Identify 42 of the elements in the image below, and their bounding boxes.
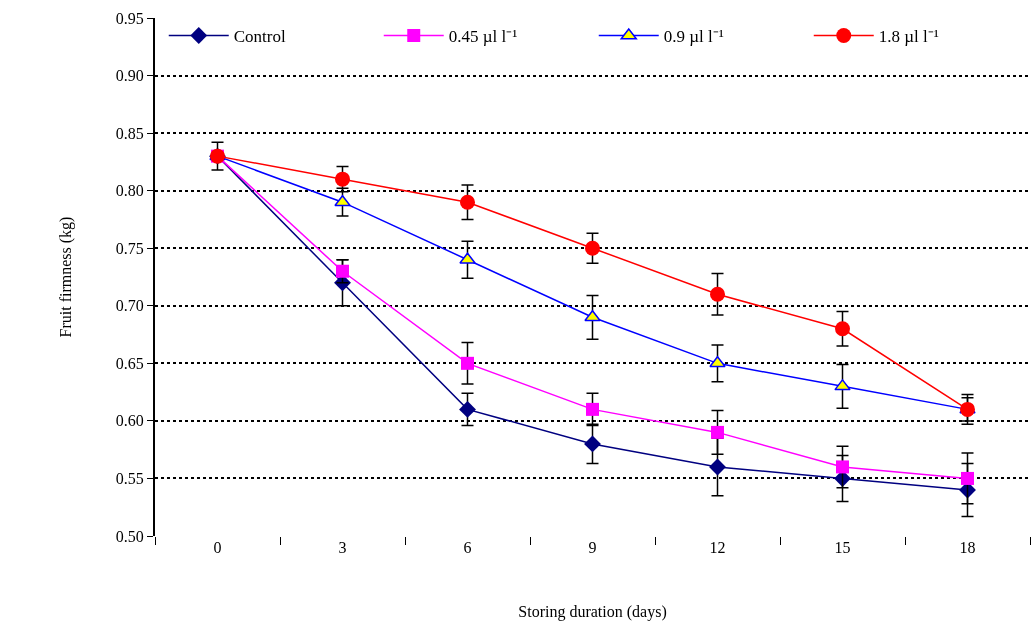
legend-label: 1.8 µl l⁻¹ [878, 27, 939, 47]
point [709, 356, 726, 368]
point [584, 310, 601, 322]
point [586, 402, 599, 416]
point [459, 252, 476, 264]
point [585, 240, 600, 256]
point [460, 194, 475, 210]
point [461, 356, 474, 370]
point [709, 458, 726, 476]
x-tick-label: 3 [338, 539, 347, 556]
x-tick-label: 9 [588, 539, 597, 556]
x-axis-title: Storing duration (days) [518, 602, 667, 621]
legend-label: 0.9 µl l⁻¹ [663, 27, 724, 47]
point [459, 400, 476, 418]
x-tick-label: 15 [834, 539, 851, 556]
y-tick-label: 0.90 [115, 67, 144, 85]
legend-label: Control [233, 27, 286, 47]
y-tick-label: 0.85 [115, 124, 144, 142]
point [834, 379, 851, 391]
point [961, 471, 974, 485]
point [835, 321, 850, 337]
y-tick-label: 0.60 [115, 412, 144, 430]
y-tick-label: 0.50 [115, 527, 144, 545]
y-tick-label: 0.75 [115, 239, 144, 257]
x-tick-label: 0 [213, 539, 222, 556]
point [336, 264, 349, 278]
y-tick-label: 0.80 [115, 182, 144, 200]
y-tick-label: 0.65 [115, 354, 144, 372]
point [334, 194, 351, 207]
point [836, 460, 849, 474]
point [584, 435, 601, 453]
y-tick-label: 0.70 [115, 297, 144, 315]
point [335, 171, 350, 187]
point [711, 425, 724, 439]
x-tick-label: 6 [463, 539, 472, 556]
x-tick-label: 12 [709, 539, 726, 556]
y-tick-label: 0.95 [115, 9, 144, 27]
y-tick-label: 0.55 [115, 470, 144, 488]
y-axis-title: Fruit firmness (kg) [57, 216, 76, 338]
point [710, 286, 725, 302]
legend-label: 0.45 µl l⁻¹ [448, 27, 518, 47]
x-tick-label: 18 [959, 539, 976, 556]
